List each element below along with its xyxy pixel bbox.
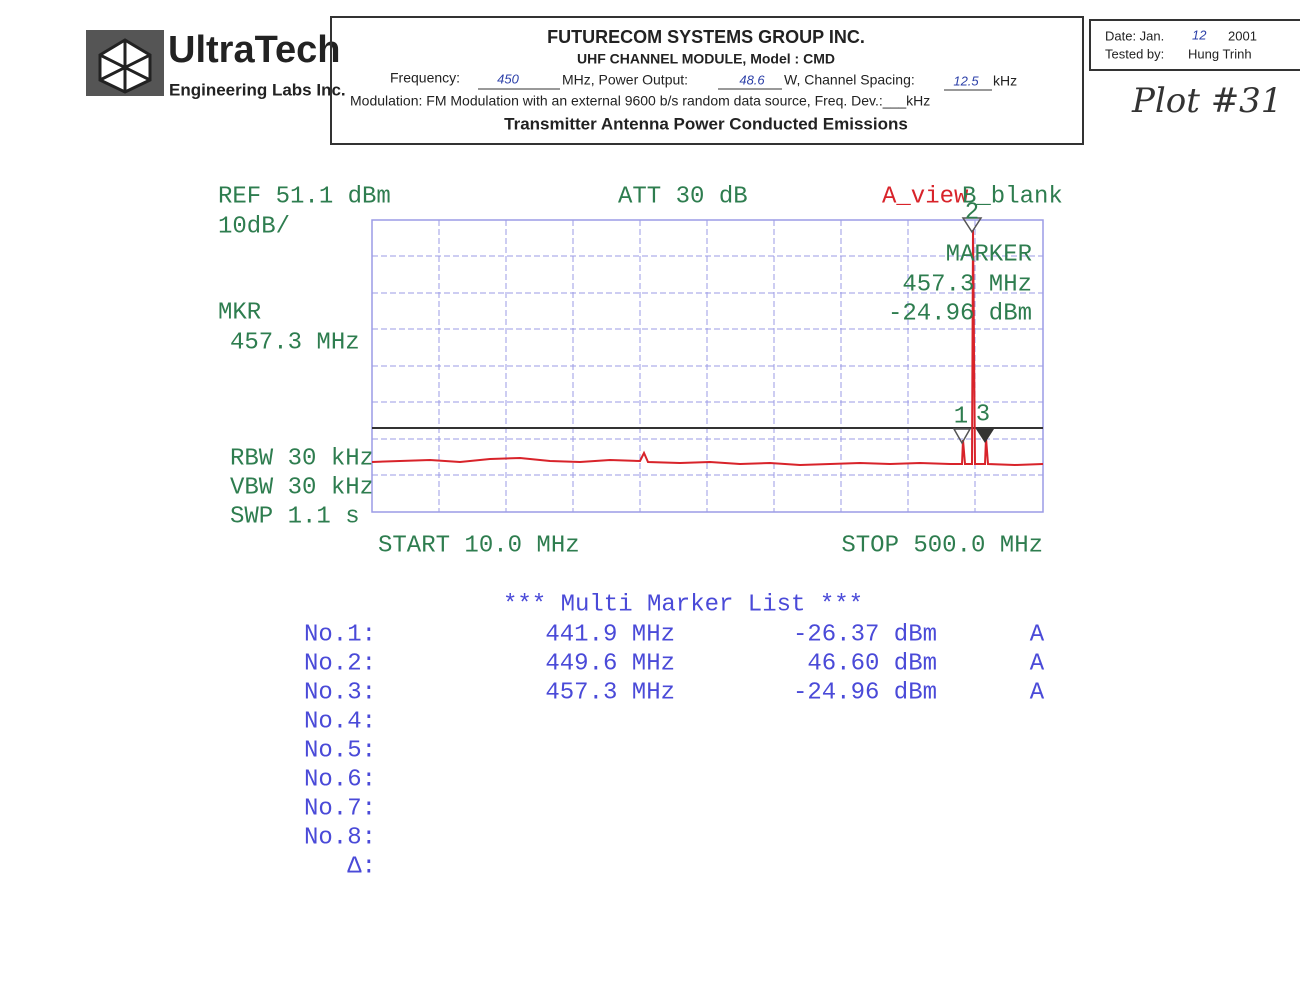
scale: 10dB/ bbox=[218, 213, 290, 240]
logo-sub: Engineering Labs Inc. bbox=[169, 80, 346, 99]
spacing-label: W, Channel Spacing: bbox=[784, 72, 915, 88]
vbw: VBW 30 kHz bbox=[230, 474, 374, 501]
mkr-label: MKR bbox=[218, 299, 261, 326]
marker-no: Δ: bbox=[347, 853, 376, 880]
spectrum-trace bbox=[371, 229, 1044, 467]
trace-b: B_blank bbox=[962, 183, 1063, 210]
marker-trace: A bbox=[1030, 650, 1045, 677]
stop-freq: STOP 500.0 MHz bbox=[841, 532, 1043, 559]
marker-no: No.4: bbox=[304, 708, 376, 735]
rbw: RBW 30 kHz bbox=[230, 445, 374, 472]
tested-by: Hung Trinh bbox=[1188, 46, 1252, 61]
date-label: Date: Jan. bbox=[1105, 28, 1164, 43]
date-day: 12 bbox=[1192, 27, 1207, 42]
plot-note: Plot #31 bbox=[1131, 81, 1282, 121]
marker-level: -24.96 dBm bbox=[793, 679, 937, 706]
marker-no: No.5: bbox=[304, 737, 376, 764]
sweep: SWP 1.1 s bbox=[230, 503, 360, 530]
marker-no: No.2: bbox=[304, 650, 376, 677]
marker-table: No.1: 441.9 MHz -26.37 dBm ANo.2: 449.6 MHz 4… bbox=[304, 621, 1045, 880]
marker-number: 3 bbox=[976, 401, 990, 428]
marker-title: MARKER bbox=[946, 241, 1032, 268]
marker-number: 1 bbox=[954, 403, 968, 430]
spacing-value: 12.5 bbox=[953, 73, 979, 88]
ref-level: REF 51.1 dBm bbox=[218, 183, 391, 210]
test-title: Transmitter Antenna Power Conducted Emis… bbox=[504, 114, 908, 133]
marker-no: No.6: bbox=[304, 766, 376, 793]
attenuation: ATT 30 dB bbox=[618, 183, 748, 210]
freq-value: 450 bbox=[497, 71, 519, 86]
modulation: Modulation: FM Modulation with an extern… bbox=[350, 93, 930, 109]
marker-freq: 457.3 MHz bbox=[545, 679, 675, 706]
marker-no: No.8: bbox=[304, 824, 376, 851]
mkr-freq: 457.3 MHz bbox=[230, 329, 360, 356]
date-box bbox=[1089, 19, 1300, 71]
form-box bbox=[330, 16, 1084, 145]
logo-icon bbox=[86, 30, 164, 96]
company: FUTURECOM SYSTEMS GROUP INC. bbox=[547, 27, 865, 47]
marker-level: -26.37 dBm bbox=[793, 621, 937, 648]
freq-label: Frequency: bbox=[390, 70, 460, 86]
trace-a: A_view bbox=[882, 183, 969, 210]
marker-symbols bbox=[952, 217, 994, 445]
marker-freq: 449.6 MHz bbox=[545, 650, 675, 677]
graticule bbox=[371, 219, 1044, 513]
marker-trace: A bbox=[1030, 621, 1045, 648]
marker-no: No.3: bbox=[304, 679, 376, 706]
marker-level: 46.60 dBm bbox=[807, 650, 937, 677]
fill-lines bbox=[478, 88, 992, 91]
marker-trace: A bbox=[1030, 679, 1045, 706]
model: UHF CHANNEL MODULE, Model : CMD bbox=[577, 51, 835, 67]
marker-freq: 457.3 MHz bbox=[902, 271, 1032, 298]
marker-level: -24.96 dBm bbox=[888, 300, 1032, 327]
tested-by-label: Tested by: bbox=[1105, 46, 1164, 61]
marker-no: No.1: bbox=[304, 621, 376, 648]
marker-number: 2 bbox=[965, 199, 979, 226]
power-label: MHz, Power Output: bbox=[562, 72, 688, 88]
marker-freq: 441.9 MHz bbox=[545, 621, 675, 648]
date-year: 2001 bbox=[1228, 28, 1257, 43]
marker-no: No.7: bbox=[304, 795, 376, 822]
start-freq: START 10.0 MHz bbox=[378, 532, 580, 559]
table-title: *** Multi Marker List *** bbox=[503, 591, 863, 618]
spacing-unit: kHz bbox=[993, 73, 1017, 89]
logo-name: UltraTech bbox=[168, 29, 340, 71]
power-value: 48.6 bbox=[739, 72, 765, 87]
